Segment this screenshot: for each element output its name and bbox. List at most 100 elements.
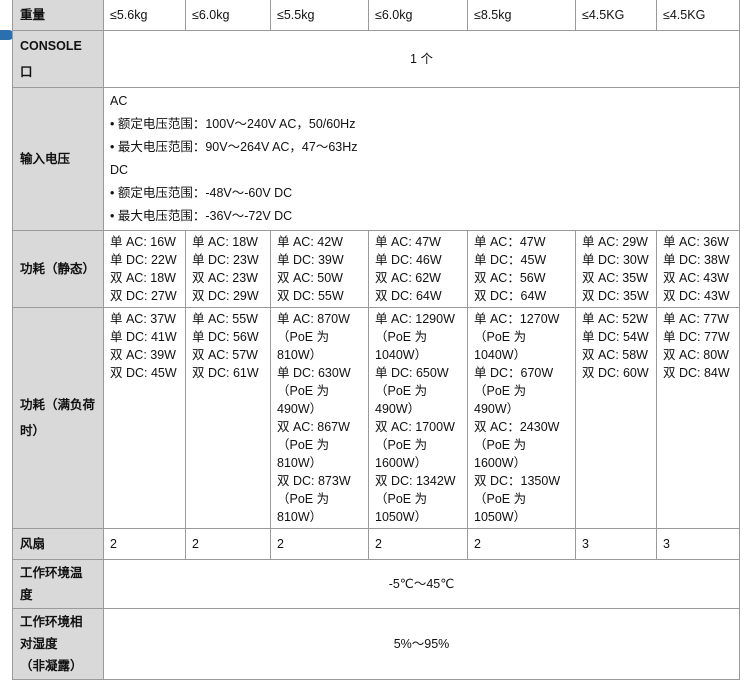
power-line: 双 AC: 80W <box>663 348 729 362</box>
power-line: 双 DC: 1342W <box>375 474 456 488</box>
power-line: 单 DC: 630W <box>277 366 351 380</box>
power-line: 双 DC: 29W <box>192 289 259 303</box>
power-line: 单 DC: 23W <box>192 253 259 267</box>
power-line: 单 AC: 77W <box>663 312 729 326</box>
power-line: 双 AC：2430W <box>474 420 560 434</box>
power-line: 单 DC: 77W <box>663 330 730 344</box>
power-line: 双 DC: 45W <box>110 366 177 380</box>
temperature-value: -5℃～45℃ <box>103 559 740 609</box>
power-line: 双 DC: 60W <box>582 366 649 380</box>
power-cell: 单 AC: 52W 单 DC: 54W 双 AC: 58W 双 DC: 60W <box>575 307 657 529</box>
power-cell: 单 AC: 870W （PoE 为 810W） 单 DC: 630W （PoE 为 490… <box>270 307 369 529</box>
voltage-line: • 最大电压范围：-36V～-72V DC <box>110 209 293 223</box>
power-line: 490W） <box>375 402 421 416</box>
input-voltage-value: AC • 额定电压范围：100V～240V AC，50/60Hz • 最大电压范… <box>103 87 740 231</box>
power-line: （PoE 为 <box>277 384 330 398</box>
power-line: （PoE 为 <box>375 492 428 506</box>
power-line: 单 DC: 22W <box>110 253 177 267</box>
power-line: （PoE 为 <box>474 492 527 506</box>
power-line: 双 AC: 1700W <box>375 420 455 434</box>
weight-cell: ≤6.0kg <box>185 0 271 31</box>
power-line: 1600W） <box>474 456 527 470</box>
power-line: 1040W） <box>474 348 527 362</box>
power-line: 1600W） <box>375 456 428 470</box>
power-line: 单 AC: 16W <box>110 235 176 249</box>
power-line: 单 AC: 1290W <box>375 312 455 326</box>
power-line: 1040W） <box>375 348 428 362</box>
weight-cell: ≤4.5KG <box>656 0 740 31</box>
weight-cell: ≤8.5kg <box>467 0 576 31</box>
power-line: 单 AC: 36W <box>663 235 729 249</box>
power-cell: 单 AC：1270W （PoE 为 1040W） 单 DC：670W （PoE 为 490… <box>467 307 576 529</box>
power-line: 单 AC: 42W <box>277 235 343 249</box>
power-line: 双 DC: 64W <box>375 289 442 303</box>
fan-cell: 2 <box>368 528 468 560</box>
power-line: 双 AC: 58W <box>582 348 648 362</box>
power-line: 双 DC: 84W <box>663 366 730 380</box>
row-power-static: 功耗（静态） 单 AC: 16W 单 DC: 22W 双 AC: 18W 双 DC: … <box>12 230 740 308</box>
power-cell: 单 AC: 77W 单 DC: 77W 双 AC: 80W 双 DC: 84W <box>656 307 740 529</box>
power-cell: 单 AC: 42W 单 DC: 39W 双 AC: 50W 双 DC: 55W <box>270 230 369 308</box>
label-line: 时） <box>20 424 46 438</box>
power-line: 单 AC：1270W <box>474 312 560 326</box>
weight-cell: ≤5.5kg <box>270 0 369 31</box>
power-line: 双 AC: 23W <box>192 271 258 285</box>
power-line: （PoE 为 <box>474 438 527 452</box>
power-line: 单 AC: 870W <box>277 312 350 326</box>
fan-cell: 3 <box>575 528 657 560</box>
power-cell: 单 AC: 37W 单 DC: 41W 双 AC: 39W 双 DC: 45W <box>103 307 186 529</box>
power-line: 双 AC: 35W <box>582 271 648 285</box>
power-line: 双 AC: 57W <box>192 348 258 362</box>
power-line: （PoE 为 <box>277 438 330 452</box>
power-line: （PoE 为 <box>375 330 428 344</box>
voltage-line: DC <box>110 163 129 177</box>
power-line: 双 DC：1350W <box>474 474 561 488</box>
power-line: 单 DC: 39W <box>277 253 344 267</box>
row-label: 重量 <box>12 0 104 31</box>
power-cell: 单 AC: 55W 单 DC: 56W 双 AC: 57W 双 DC: 61W <box>185 307 271 529</box>
row-humidity: 工作环境相 对湿度 （非凝露） 5%～95% <box>12 608 740 680</box>
power-line: 双 DC：64W <box>474 289 547 303</box>
power-line: 双 DC: 61W <box>192 366 259 380</box>
power-cell: 单 AC: 16W 单 DC: 22W 双 AC: 18W 双 DC: 27W <box>103 230 186 308</box>
power-line: （PoE 为 <box>277 330 330 344</box>
power-line: 双 AC：56W <box>474 271 546 285</box>
fan-cell: 2 <box>185 528 271 560</box>
power-line: 单 AC: 52W <box>582 312 648 326</box>
label-line: 度 <box>20 588 33 602</box>
power-line: 单 DC: 56W <box>192 330 259 344</box>
power-line: 双 DC: 873W <box>277 474 351 488</box>
power-line: （PoE 为 <box>375 438 428 452</box>
voltage-line: • 额定电压范围：-48V～-60V DC <box>110 186 293 200</box>
power-line: 双 AC: 18W <box>110 271 176 285</box>
power-line: （PoE 为 <box>277 492 330 506</box>
fan-cell: 3 <box>656 528 740 560</box>
power-cell: 单 AC: 36W 单 DC: 38W 双 AC: 43W 双 DC: 43W <box>656 230 740 308</box>
console-value: 1 个 <box>103 30 740 88</box>
power-line: 810W） <box>277 348 323 362</box>
power-cell: 单 AC: 18W 单 DC: 23W 双 AC: 23W 双 DC: 29W <box>185 230 271 308</box>
power-line: 1050W） <box>474 510 527 524</box>
power-line: 双 DC: 27W <box>110 289 177 303</box>
label-line: 工作环境温 <box>20 566 83 580</box>
power-cell: 单 AC: 47W 单 DC: 46W 双 AC: 62W 双 DC: 64W <box>368 230 468 308</box>
power-line: （PoE 为 <box>375 384 428 398</box>
power-cell: 单 AC：47W 单 DC：45W 双 AC：56W 双 DC：64W <box>467 230 576 308</box>
power-line: 单 AC: 37W <box>110 312 176 326</box>
fan-cell: 2 <box>103 528 186 560</box>
decorative-blue-shape <box>0 30 14 40</box>
weight-cell: ≤5.6kg <box>103 0 186 31</box>
label-line: 对湿度 <box>20 637 58 651</box>
row-label: 风扇 <box>12 528 104 560</box>
row-console: CONSOLE 口 1 个 <box>12 30 740 88</box>
voltage-line: • 最大电压范围：90V～264V AC，47～63Hz <box>110 140 358 154</box>
row-temperature: 工作环境温 度 -5℃～45℃ <box>12 559 740 609</box>
power-line: 双 AC: 39W <box>110 348 176 362</box>
power-line: 双 DC: 43W <box>663 289 730 303</box>
row-label: 工作环境温 度 <box>12 559 104 609</box>
row-weight: 重量 ≤5.6kg ≤6.0kg ≤5.5kg ≤6.0kg ≤8.5kg ≤4… <box>12 0 740 31</box>
weight-cell: ≤6.0kg <box>368 0 468 31</box>
row-label: 功耗（静态） <box>12 230 104 308</box>
power-line: 双 DC: 55W <box>277 289 344 303</box>
